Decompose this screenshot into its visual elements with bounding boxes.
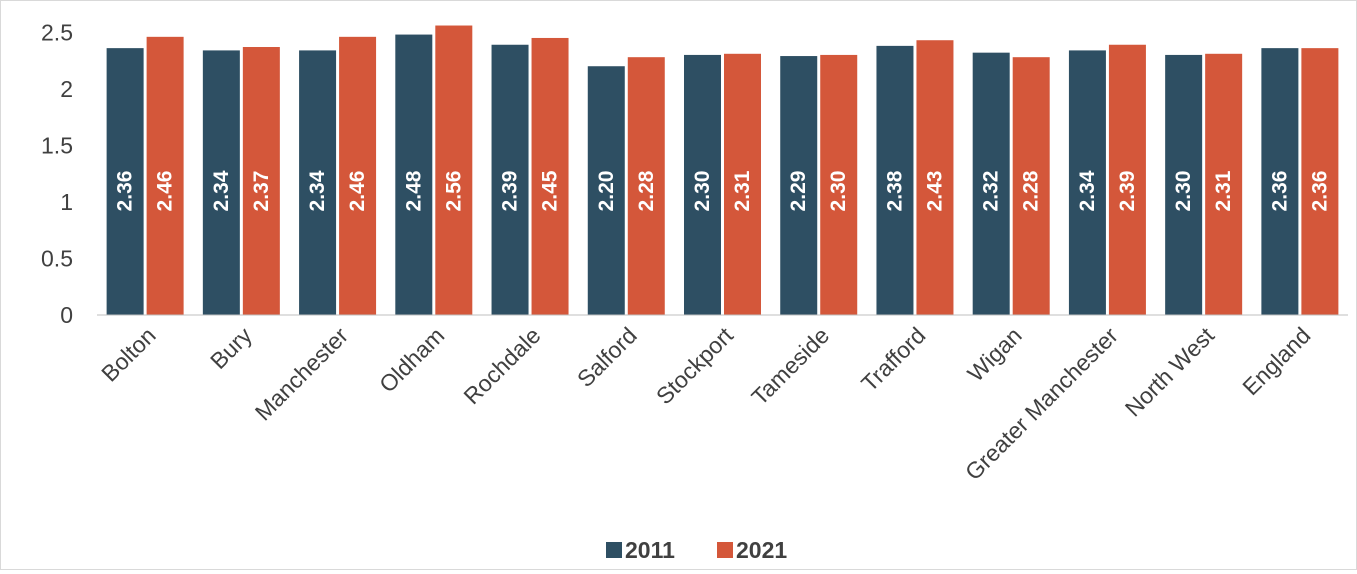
bar-2011-bolton [106,48,144,316]
bar-data-label: 2.28 [1020,170,1043,211]
x-category-label: North West [1120,322,1220,422]
bar-2011-wigan [972,52,1010,316]
bar-data-label: 2.28 [635,170,658,211]
bar-2011-manchester [299,50,337,316]
bar-data-label: 2.34 [210,170,233,211]
bar-2011-rochdale [491,44,529,315]
x-category-label: Tameside [746,322,834,410]
x-category-label: Oldham [374,322,449,397]
bar-2021-north-west [1205,53,1243,316]
bar-2021-england [1301,48,1339,316]
bar-data-label: 2.39 [499,171,522,212]
bar-data-label: 2.31 [1212,170,1235,211]
bar-data-label: 2.37 [250,171,273,212]
x-category-label: Rochdale [458,322,545,409]
bar-data-label: 2.30 [827,171,850,212]
x-category-label: Bolton [96,322,161,387]
bar-2021-wigan [1012,57,1050,315]
bar-data-label: 2.45 [539,170,562,211]
bar-data-label: 2.39 [1116,171,1139,212]
bar-2021-tameside [820,54,858,316]
bar-data-label: 2.20 [595,171,618,212]
y-tick-label: 0.5 [41,245,73,271]
bar-data-label: 2.56 [442,171,465,212]
y-axis: 0 0.5 1 1.5 2 2.5 [41,19,73,328]
x-category-label: Manchester [250,322,354,426]
x-category-label: Trafford [856,322,930,396]
bar-data-label: 2.38 [883,170,906,211]
bar-2021-trafford [916,40,954,315]
bar-data-label: 2.46 [346,171,369,212]
y-tick-label: 1 [60,189,73,215]
bar-2021-bury [242,47,280,315]
legend-swatch-2021 [717,542,733,558]
bar-2021-bolton [146,36,184,315]
bar-2011-north-west [1165,54,1203,316]
bar-data-label: 2.30 [1172,171,1195,212]
bar-data-label: 2.29 [787,171,810,212]
bar-2021-rochdale [531,37,569,315]
legend-label-2021: 2021 [736,537,787,563]
bar-2011-greater-manchester [1068,50,1106,316]
bar-data-label: 2.30 [691,171,714,212]
legend: 2011 2021 [606,537,787,563]
y-tick-label: 2 [60,76,73,102]
bar-data-label: 2.36 [1268,171,1291,212]
bar-2011-stockport [684,54,721,316]
bar-2011-bury [202,50,240,316]
bar-data-label: 2.32 [980,171,1003,212]
bars: 2.36 2.46 2.34 2.37 2.34 2.46 2.48 2.56 2.39 2.45… [106,25,1339,316]
bar-data-label: 2.43 [923,171,946,212]
bar-2021-greater-manchester [1108,44,1146,315]
bar-data-label: 2.34 [1076,170,1099,211]
y-tick-label: 2.5 [41,19,73,45]
bar-data-label: 2.48 [402,170,425,211]
bar-2011-oldham [395,34,433,316]
bar-2021-salford [627,57,665,315]
bar-data-label: 2.36 [1308,171,1331,212]
bar-data-label: 2.34 [306,170,329,211]
y-tick-label: 0 [60,302,73,328]
bar-data-label: 2.46 [154,171,177,212]
x-category-label: Wigan [962,322,1026,386]
x-category-label: England [1237,322,1315,400]
x-category-label: Bury [205,322,257,374]
legend-label-2011: 2011 [625,537,675,563]
bar-2021-manchester [339,36,377,315]
bar-2021-oldham [435,25,473,316]
bar-2011-salford [587,66,625,315]
bar-2011-tameside [780,56,818,316]
legend-swatch-2011 [606,542,622,558]
bar-data-label: 2.31 [731,170,754,211]
bar-2021-stockport [724,53,761,316]
y-tick-label: 1.5 [41,132,73,158]
bar-2011-england [1261,48,1299,316]
x-category-label: Stockport [651,322,739,410]
bar-data-label: 2.36 [114,171,137,212]
x-category-label: Salford [572,322,642,392]
bar-2011-trafford [876,45,914,315]
